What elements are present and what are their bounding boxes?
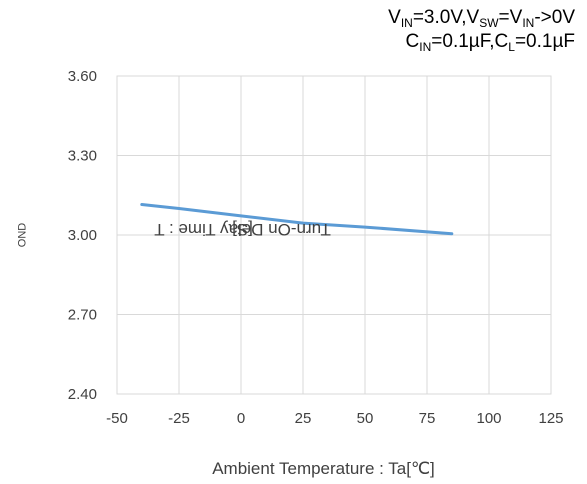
x-tick-label: 0 (237, 410, 245, 427)
x-tick-label: 75 (419, 410, 436, 427)
conditions-line-2: CIN=0.1µF,CL=0.1µF (405, 31, 575, 54)
y-tick-label: 3.30 (68, 148, 97, 165)
x-tick-label: 50 (357, 410, 374, 427)
x-tick-label: 25 (295, 410, 312, 427)
y-tick-label: 3.00 (68, 227, 97, 244)
conditions-line-1: VIN=3.0V,VSW=VIN->0V (388, 7, 575, 30)
y-tick-label: 2.40 (68, 386, 97, 403)
y-tick-label: 2.70 (68, 307, 97, 324)
x-tick-label: 100 (476, 410, 501, 427)
series-line (140, 203, 454, 236)
x-tick-label: 125 (538, 410, 563, 427)
y-tick-label: 3.60 (68, 68, 97, 85)
x-tick-label: -50 (106, 410, 128, 427)
x-axis-label: Ambient Temperature : Ta[℃] (212, 459, 435, 478)
x-tick-label: -25 (168, 410, 190, 427)
